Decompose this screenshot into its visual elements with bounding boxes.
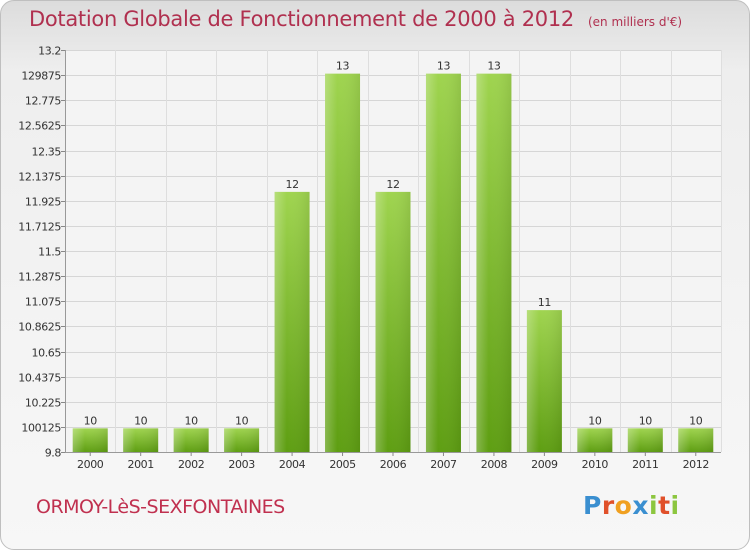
- y-tick-label: 11.2875: [18, 271, 61, 284]
- y-tick-label: 129875: [21, 70, 61, 83]
- y-tick-label: 12.5625: [18, 120, 61, 133]
- value-label-2005: 13: [336, 60, 350, 73]
- bar-shade-2003: [224, 428, 260, 452]
- y-tick-label: 11.925: [25, 196, 61, 209]
- chart-title-unit: (en milliers d'€): [587, 15, 683, 29]
- logo-letter: o: [614, 491, 633, 520]
- y-tick-label: 10.8625: [18, 321, 61, 334]
- y-tick-label: 10.65: [32, 347, 62, 360]
- x-tick-label-2004: 2004: [279, 458, 306, 471]
- logo-letter: i: [649, 491, 659, 520]
- bar-shade-2004: [274, 191, 310, 452]
- x-tick-label-2006: 2006: [380, 458, 407, 471]
- bar-shade-2010: [577, 428, 613, 452]
- x-tick-label-2001: 2001: [127, 458, 153, 471]
- bar-shade-2009: [526, 310, 562, 452]
- logo-letter: P: [583, 491, 602, 520]
- y-tick-label: 12.1375: [18, 171, 61, 184]
- value-label-2003: 10: [235, 414, 249, 427]
- logo-letter: i: [670, 491, 680, 520]
- value-label-2001: 10: [134, 414, 148, 427]
- logo-letter: r: [601, 491, 615, 520]
- y-tick-label: 11.7125: [18, 221, 61, 234]
- y-tick-label: 10.225: [25, 397, 61, 410]
- value-label-2002: 10: [185, 414, 199, 427]
- logo-letter: x: [632, 491, 649, 520]
- labels: 9.8 100125 10.225 10.4375 10.65 10.8625 11.075…: [18, 45, 709, 472]
- x-tick-label-2005: 2005: [329, 458, 356, 471]
- logo-letter: t: [658, 491, 671, 520]
- value-label-2006: 12: [386, 178, 399, 191]
- axes: [61, 50, 721, 456]
- value-label-2009: 11: [538, 296, 551, 309]
- y-tick-label: 9.8: [45, 447, 62, 460]
- y-tick-label: 13.2: [38, 45, 61, 58]
- bar-shade-2002: [173, 428, 209, 452]
- bars: [72, 73, 714, 452]
- x-tick-label-2010: 2010: [582, 458, 609, 471]
- proxiti-logo: Proxiti: [583, 491, 680, 520]
- bar-shade-2006: [375, 191, 411, 452]
- bar-shade-2012: [678, 428, 714, 452]
- commune-name: ORMOY-LèS-SEXFONTAINES: [36, 496, 285, 518]
- value-label-2007: 13: [437, 60, 451, 73]
- y-tick-label: 100125: [21, 422, 61, 435]
- bar-shade-2000: [72, 428, 108, 452]
- bar-shade-2001: [123, 428, 159, 452]
- x-tick-label-2009: 2009: [531, 458, 558, 471]
- value-label-2012: 10: [689, 414, 703, 427]
- x-tick-label-2008: 2008: [481, 458, 508, 471]
- value-label-2000: 10: [84, 414, 98, 427]
- bar-shade-2011: [627, 428, 663, 452]
- chart-title-text: Dotation Globale de Fonctionnement de 20…: [29, 7, 574, 31]
- chart-title: Dotation Globale de Fonctionnement de 20…: [29, 7, 682, 31]
- y-tick-label: 12.35: [32, 146, 62, 159]
- value-label-2010: 10: [588, 414, 602, 427]
- y-tick-label: 11.075: [25, 296, 61, 309]
- y-tick-label: 10.4375: [18, 372, 61, 385]
- value-label-2004: 12: [285, 178, 298, 191]
- y-tick-label: 12.775: [25, 95, 61, 108]
- y-tick-label: 11.5: [38, 246, 61, 259]
- x-tick-label-2003: 2003: [228, 458, 255, 471]
- bar-shade-2007: [425, 73, 461, 452]
- value-label-2008: 13: [487, 60, 501, 73]
- x-tick-label-2002: 2002: [178, 458, 204, 471]
- bar-shade-2008: [476, 73, 512, 452]
- value-label-2011: 10: [639, 414, 653, 427]
- bar-shade-2005: [325, 73, 361, 452]
- x-tick-label-2011: 2011: [632, 458, 658, 471]
- x-tick-label-2007: 2007: [430, 458, 457, 471]
- x-tick-label-2012: 2012: [683, 458, 709, 471]
- x-tick-label-2000: 2000: [77, 458, 104, 471]
